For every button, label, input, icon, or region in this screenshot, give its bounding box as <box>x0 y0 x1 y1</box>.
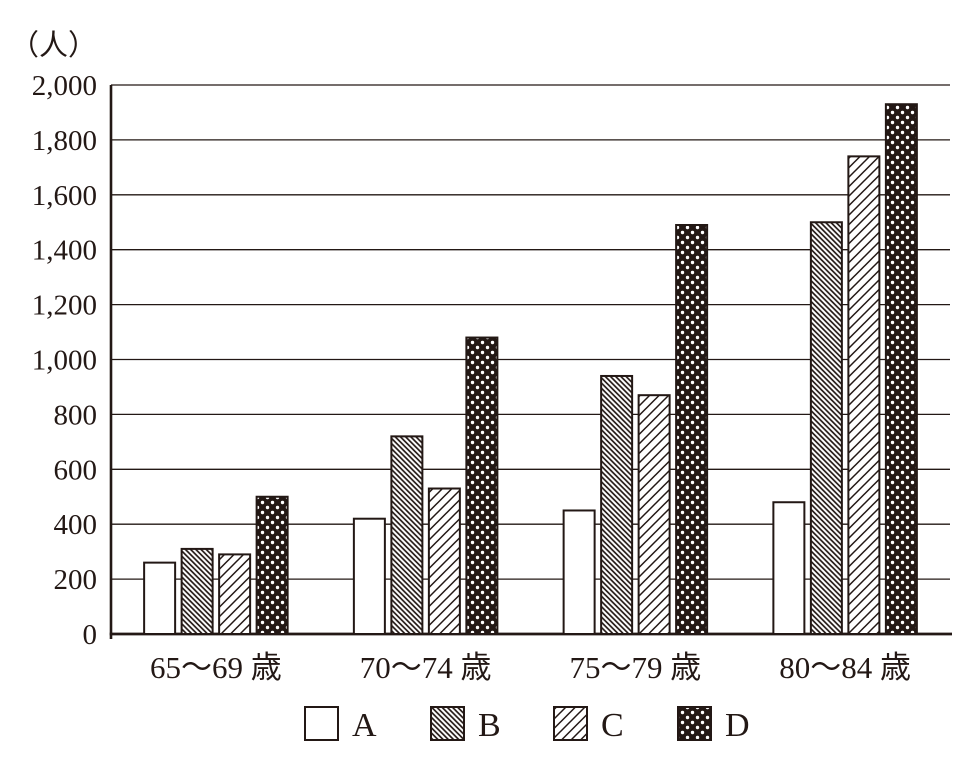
bar-B-category-3 <box>809 221 843 635</box>
legend-label-A: A <box>352 707 377 744</box>
y-tick-label-0: 0 <box>83 619 98 651</box>
x-category-label-2: 75〜79 歳 <box>570 650 702 685</box>
x-category-labels: 65〜69 歳 70〜74 歳 75〜79 歳 80〜84 歳 <box>150 650 911 685</box>
y-tick-label-1000: 1,000 <box>32 345 97 377</box>
bar-A-category-3 <box>772 501 806 635</box>
bar-D-category-2 <box>675 223 709 635</box>
bar-B-category-2 <box>600 374 634 635</box>
bar-series <box>143 103 918 636</box>
y-tick-label-1600: 1,600 <box>32 180 97 212</box>
legend-swatch-D <box>677 706 712 741</box>
bar-C-category-2 <box>637 394 671 635</box>
y-tick-label-1200: 1,200 <box>32 290 97 322</box>
gridlines <box>111 84 950 580</box>
legend: A B C D <box>304 706 750 744</box>
y-axis-unit-label: （人） <box>10 30 97 62</box>
bar-A-category-0 <box>143 561 177 636</box>
y-tick-label-2000: 2,000 <box>32 70 97 102</box>
legend-swatch-C <box>553 706 588 741</box>
y-tick-labels: 0 200 400 600 800 1,000 1,200 1,400 1,600 1,800 2,… <box>32 70 97 651</box>
x-category-label-0: 65〜69 歳 <box>150 650 282 685</box>
bar-C-category-3 <box>847 155 881 635</box>
bar-C-category-0 <box>218 553 252 636</box>
bar-D-category-3 <box>884 103 918 635</box>
legend-label-C: C <box>601 707 624 744</box>
legend-label-B: B <box>478 707 501 744</box>
y-tick-label-200: 200 <box>54 564 98 596</box>
y-tick-label-1400: 1,400 <box>32 235 97 267</box>
bar-B-category-0 <box>180 547 214 636</box>
y-tick-label-800: 800 <box>54 399 98 431</box>
bar-A-category-2 <box>562 509 596 636</box>
y-tick-label-1800: 1,800 <box>32 125 97 157</box>
x-category-label-3: 80〜84 歳 <box>779 650 911 685</box>
x-category-label-1: 70〜74 歳 <box>360 650 492 685</box>
bar-A-category-1 <box>352 517 386 636</box>
y-tick-label-400: 400 <box>54 509 98 541</box>
bar-C-category-1 <box>427 487 461 636</box>
bar-D-category-1 <box>465 336 499 635</box>
legend-swatch-B <box>430 706 465 741</box>
y-tick-label-600: 600 <box>54 454 98 486</box>
legend-swatch-A <box>304 706 339 741</box>
bar-B-category-1 <box>390 435 424 635</box>
legend-label-D: D <box>725 707 750 744</box>
bar-D-category-0 <box>255 495 289 635</box>
